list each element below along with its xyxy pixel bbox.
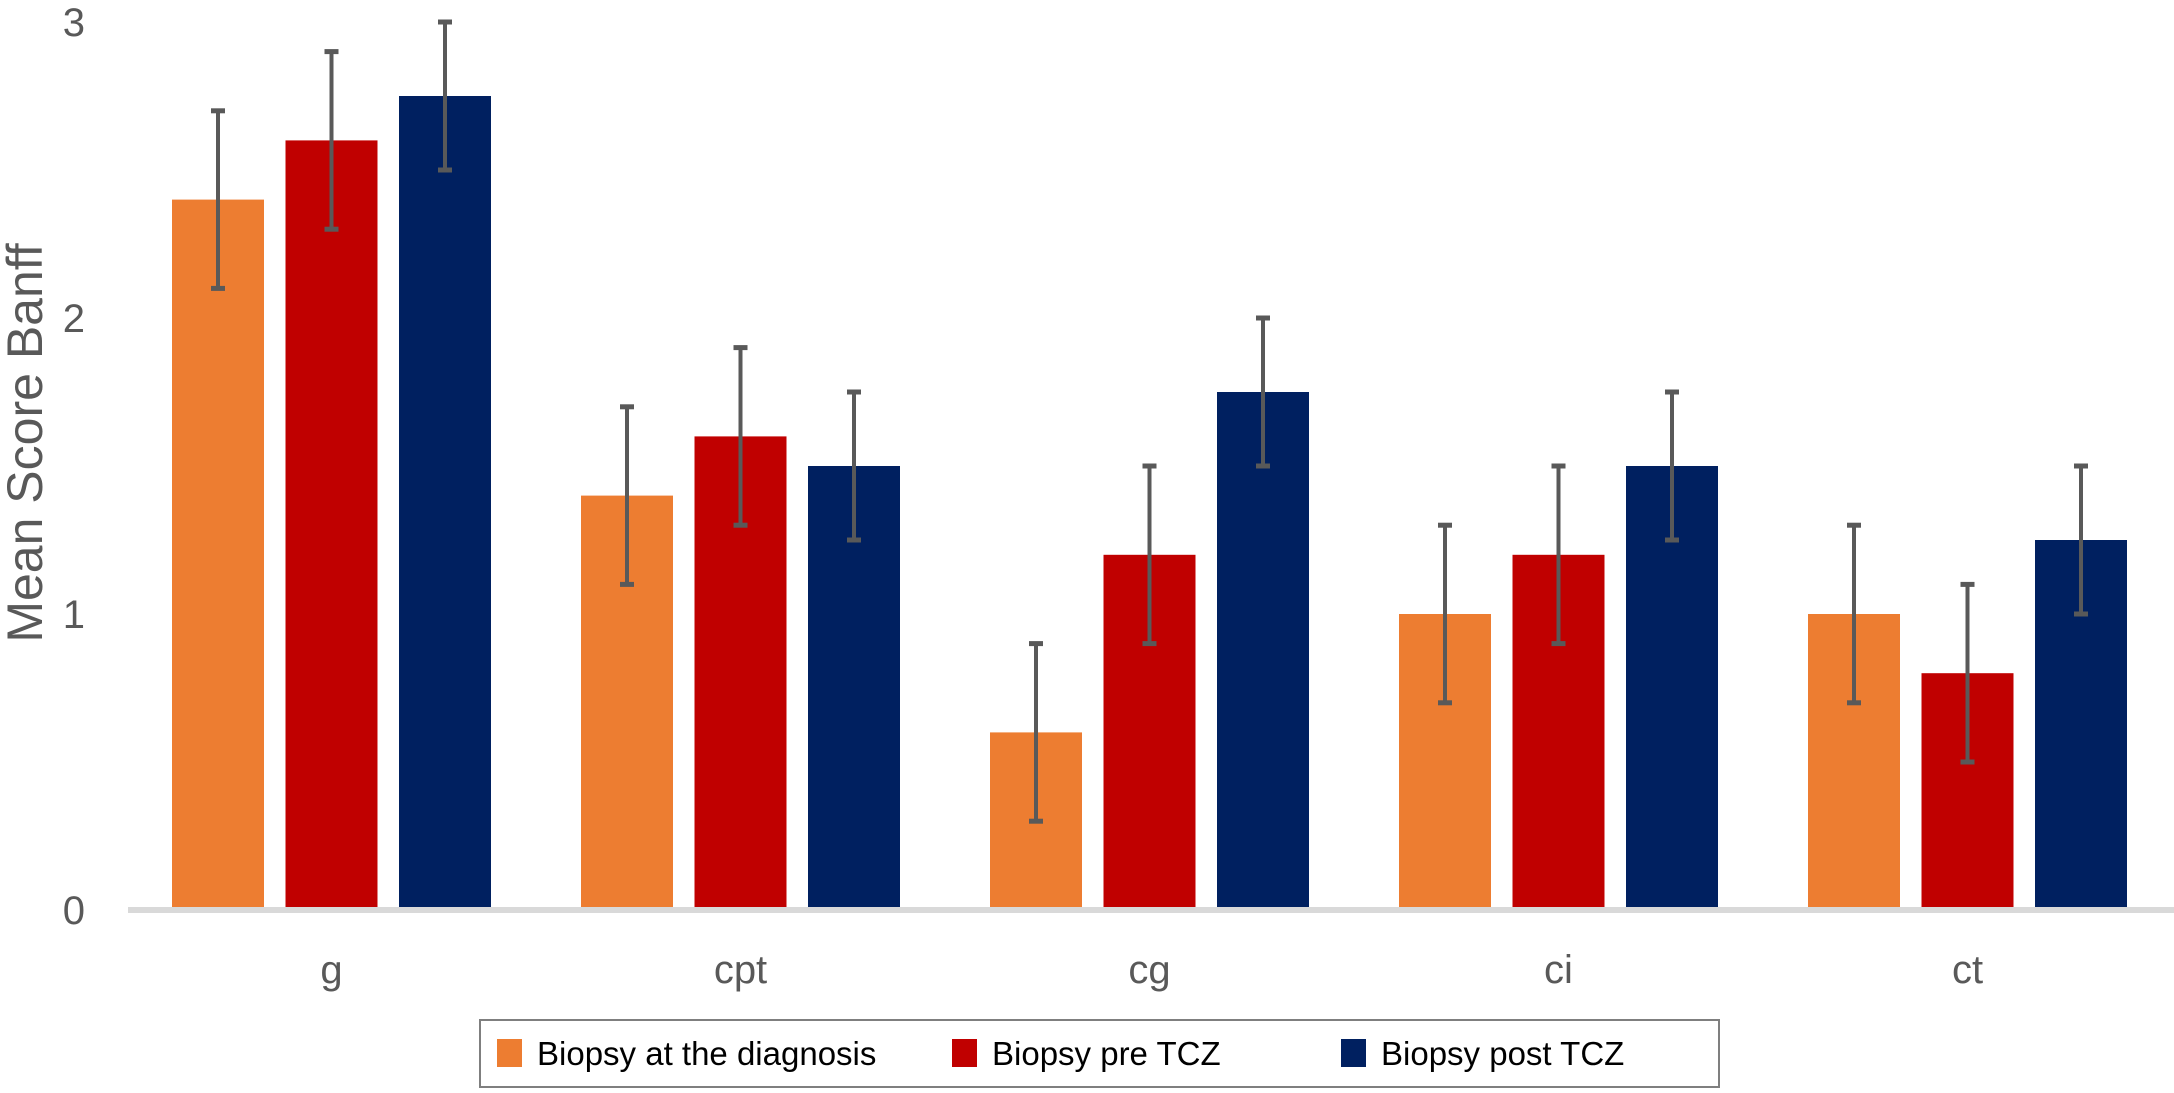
error-bar-ci-2 <box>1665 389 1679 543</box>
legend-label: Biopsy pre TCZ <box>992 1035 1221 1072</box>
error-bar-g-1 <box>324 49 339 232</box>
y-tick-label: 0 <box>63 889 85 933</box>
y-tick-label: 2 <box>63 297 85 341</box>
legend-item: Biopsy pre TCZ <box>952 1035 1221 1072</box>
error-bars-layer <box>211 19 2088 824</box>
category-label: cg <box>1128 948 1170 992</box>
error-bar-cpt-0 <box>620 404 634 587</box>
legend-swatch <box>497 1039 522 1067</box>
category-label: ct <box>1952 948 1983 992</box>
category-label: g <box>320 948 342 992</box>
legend-item: Biopsy at the diagnosis <box>497 1035 876 1072</box>
error-bar-cg-2 <box>1256 315 1270 469</box>
legend-box <box>479 1019 1720 1088</box>
y-tick-label: 3 <box>63 1 85 45</box>
error-bar-cg-0 <box>1029 641 1043 824</box>
x-category-labels: g cpt cg ci ct <box>320 948 1983 992</box>
error-bar-cpt-1 <box>733 345 748 528</box>
legend: Biopsy at the diagnosis Biopsy pre TCZ Bio… <box>479 1019 1720 1088</box>
category-label: cpt <box>714 948 767 992</box>
error-bar-cpt-2 <box>847 389 861 543</box>
error-bar-ci-0 <box>1438 522 1452 706</box>
y-tick-labels: 0 1 2 3 <box>63 1 85 933</box>
legend-swatch <box>1341 1039 1366 1067</box>
error-bar-cg-1 <box>1142 463 1157 647</box>
legend-label: Biopsy post TCZ <box>1381 1035 1624 1072</box>
bar-cg-2 <box>1217 392 1309 910</box>
bars-layer <box>172 96 2127 911</box>
y-tick-label: 1 <box>63 593 85 637</box>
error-bar-g-0 <box>211 108 225 291</box>
legend-label: Biopsy at the diagnosis <box>537 1035 876 1072</box>
bar-g-1 <box>285 140 378 910</box>
y-axis-label: Mean Score Banff <box>0 243 53 642</box>
error-bar-g-2 <box>438 19 452 173</box>
bar-g-2 <box>399 96 491 910</box>
category-label: ci <box>1544 948 1573 992</box>
error-bar-ct-1 <box>1960 581 1975 765</box>
error-bar-ci-1 <box>1551 463 1566 647</box>
legend-item: Biopsy post TCZ <box>1341 1035 1624 1072</box>
error-bar-ct-2 <box>2074 463 2088 617</box>
bar-g-0 <box>172 199 264 911</box>
error-bar-ct-0 <box>1847 522 1861 706</box>
legend-swatch <box>952 1039 977 1067</box>
